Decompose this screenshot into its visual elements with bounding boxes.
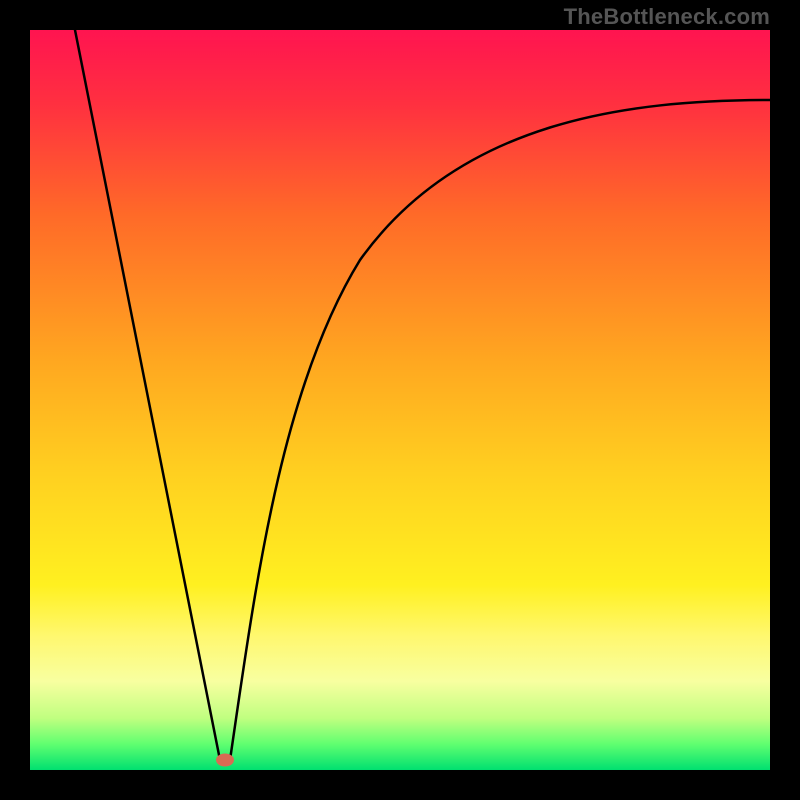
plot-area (30, 30, 770, 770)
gradient-background (30, 30, 770, 770)
chart-frame: TheBottleneck.com (0, 0, 800, 800)
watermark-text: TheBottleneck.com (564, 4, 770, 30)
minimum-marker (216, 754, 234, 767)
plot-svg (30, 30, 770, 770)
